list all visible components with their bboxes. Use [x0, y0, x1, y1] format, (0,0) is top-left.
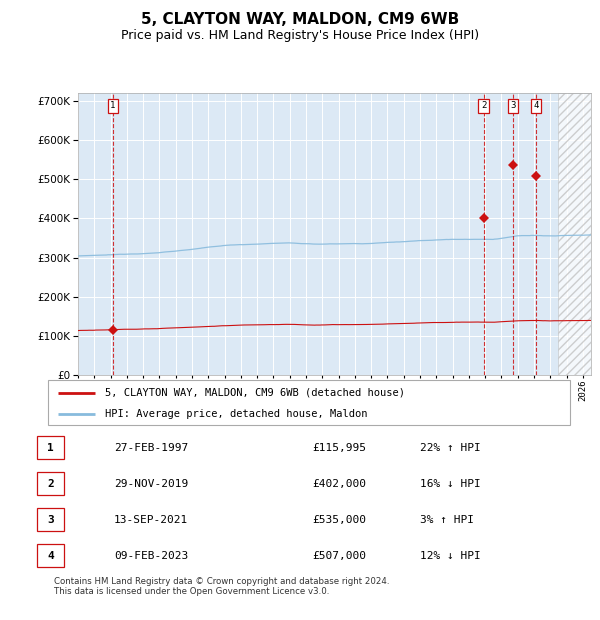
Text: £535,000: £535,000	[312, 515, 366, 525]
Text: £115,995: £115,995	[312, 443, 366, 453]
Text: 3% ↑ HPI: 3% ↑ HPI	[420, 515, 474, 525]
Text: £507,000: £507,000	[312, 551, 366, 560]
Text: 4: 4	[533, 101, 538, 110]
Text: 5, CLAYTON WAY, MALDON, CM9 6WB (detached house): 5, CLAYTON WAY, MALDON, CM9 6WB (detache…	[106, 388, 406, 397]
Text: HPI: Average price, detached house, Maldon: HPI: Average price, detached house, Mald…	[106, 409, 368, 419]
Text: 16% ↓ HPI: 16% ↓ HPI	[420, 479, 481, 489]
Text: 2: 2	[47, 479, 54, 489]
Text: 5, CLAYTON WAY, MALDON, CM9 6WB: 5, CLAYTON WAY, MALDON, CM9 6WB	[141, 12, 459, 27]
Text: 2: 2	[481, 101, 487, 110]
Text: 4: 4	[47, 551, 54, 560]
Text: 22% ↑ HPI: 22% ↑ HPI	[420, 443, 481, 453]
Text: 1: 1	[47, 443, 54, 453]
FancyBboxPatch shape	[48, 380, 570, 425]
Text: £402,000: £402,000	[312, 479, 366, 489]
Text: 12% ↓ HPI: 12% ↓ HPI	[420, 551, 481, 560]
Text: 3: 3	[511, 101, 515, 110]
Text: 3: 3	[47, 515, 54, 525]
Text: Contains HM Land Registry data © Crown copyright and database right 2024.
This d: Contains HM Land Registry data © Crown c…	[54, 577, 389, 596]
Text: Price paid vs. HM Land Registry's House Price Index (HPI): Price paid vs. HM Land Registry's House …	[121, 30, 479, 42]
Text: 1: 1	[110, 101, 116, 110]
Text: 27-FEB-1997: 27-FEB-1997	[114, 443, 188, 453]
Text: 13-SEP-2021: 13-SEP-2021	[114, 515, 188, 525]
Text: 09-FEB-2023: 09-FEB-2023	[114, 551, 188, 560]
Bar	[559, 93, 591, 375]
Text: 29-NOV-2019: 29-NOV-2019	[114, 479, 188, 489]
